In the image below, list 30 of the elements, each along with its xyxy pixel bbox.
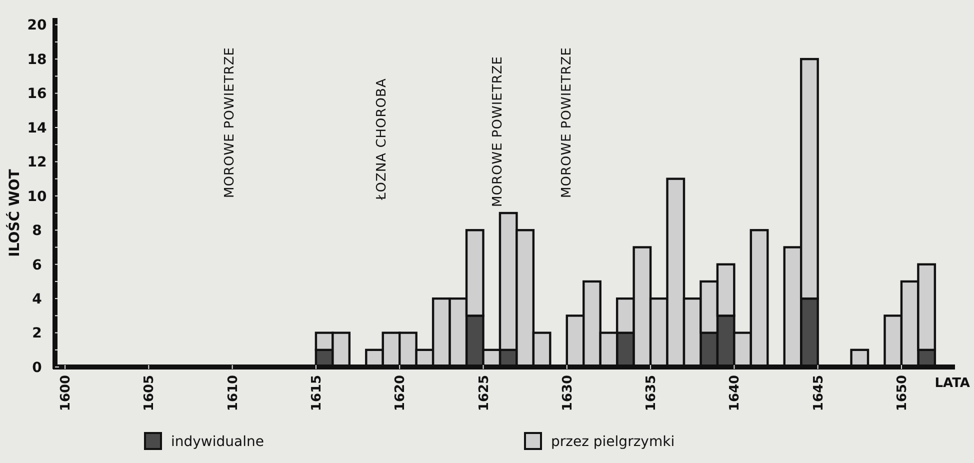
x-tick-label: 1625 bbox=[476, 374, 492, 412]
x-tick-label: 1615 bbox=[310, 374, 325, 412]
x-tick-label: 1610 bbox=[226, 374, 241, 412]
y-tick-label: 10 bbox=[27, 188, 47, 205]
annotation: MOROWE POWIETRZE bbox=[560, 47, 575, 198]
y-tick-label: 8 bbox=[32, 223, 42, 240]
x-tick-label: 1650 bbox=[895, 374, 910, 412]
x-tick-label: 1640 bbox=[728, 374, 743, 412]
annotation: ŁOZNA CHOROBA bbox=[374, 78, 390, 201]
y-axis-title: ILOŚĆ WOT bbox=[6, 168, 23, 257]
x-tick-label: 1635 bbox=[644, 374, 660, 412]
y-tick-label: 6 bbox=[32, 257, 42, 274]
x-tick-label: 1645 bbox=[811, 374, 826, 412]
legend-label: przez pielgrzymki bbox=[551, 434, 675, 450]
y-tick-label: 16 bbox=[27, 86, 47, 102]
y-tick-label: 0 bbox=[32, 360, 42, 376]
x-tick-label: 1605 bbox=[142, 374, 158, 412]
annotation: MOROWE POWIETRZE bbox=[490, 56, 506, 207]
x-axis-title: LATA bbox=[934, 376, 970, 391]
y-tick-label: 14 bbox=[27, 120, 47, 136]
y-tick-label: 18 bbox=[27, 52, 47, 68]
y-tick-label: 2 bbox=[32, 326, 42, 342]
y-tick-label: 12 bbox=[27, 154, 47, 171]
annotation: MOROWE POWIETRZE bbox=[222, 47, 238, 198]
y-tick-label: 4 bbox=[32, 291, 42, 308]
x-tick-label: 1630 bbox=[560, 374, 576, 412]
x-tick-label: 1620 bbox=[393, 374, 408, 412]
legend-label: indywidualne bbox=[171, 434, 264, 450]
y-tick-label: 20 bbox=[27, 18, 47, 34]
x-tick-label: 1600 bbox=[58, 374, 74, 412]
